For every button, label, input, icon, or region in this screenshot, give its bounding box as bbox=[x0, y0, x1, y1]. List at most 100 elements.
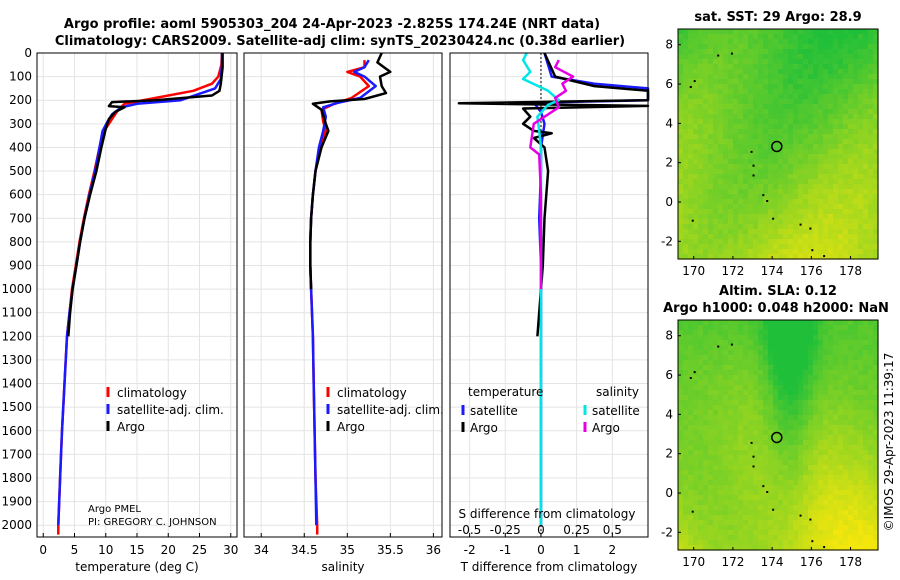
map-cell bbox=[778, 109, 784, 115]
map-cell bbox=[718, 244, 724, 250]
map-cell bbox=[688, 204, 694, 210]
map-cell bbox=[678, 174, 684, 180]
map-cell bbox=[743, 365, 749, 371]
map-cell bbox=[833, 149, 839, 155]
map-cell bbox=[873, 229, 879, 235]
map-cell bbox=[868, 144, 874, 150]
map-cell bbox=[778, 84, 784, 90]
map-cell bbox=[703, 480, 709, 486]
map-cell bbox=[678, 410, 684, 416]
map-cell bbox=[868, 179, 874, 185]
map-cell bbox=[783, 390, 789, 396]
map-cell bbox=[758, 104, 764, 110]
map-cell bbox=[838, 500, 844, 506]
map-cell bbox=[698, 430, 704, 436]
map-cell bbox=[708, 254, 714, 260]
map-cell bbox=[733, 124, 739, 130]
map-cell bbox=[733, 465, 739, 471]
map-cell bbox=[803, 109, 809, 115]
map-cell bbox=[798, 520, 804, 526]
island-speck bbox=[693, 80, 696, 83]
map-cell bbox=[743, 440, 749, 446]
map-cell bbox=[873, 179, 879, 185]
map-cell bbox=[793, 425, 799, 431]
map-cell bbox=[728, 415, 734, 421]
map-cell bbox=[718, 144, 724, 150]
map-cell bbox=[698, 219, 704, 225]
map-cell bbox=[743, 124, 749, 130]
map-cell bbox=[763, 109, 769, 115]
map-cell bbox=[743, 450, 749, 456]
map-cell bbox=[678, 325, 684, 331]
map-cell bbox=[723, 415, 729, 421]
map-cell bbox=[853, 545, 859, 551]
map-cell bbox=[723, 325, 729, 331]
map-cell bbox=[843, 460, 849, 466]
map-cell bbox=[763, 375, 769, 381]
map-cell bbox=[848, 219, 854, 225]
map-cell bbox=[863, 204, 869, 210]
map-cell bbox=[738, 330, 744, 336]
map-cell bbox=[828, 430, 834, 436]
y-tick-label: 0 bbox=[665, 195, 673, 209]
map-cell bbox=[783, 545, 789, 551]
map-cell bbox=[873, 340, 879, 346]
map-cell bbox=[813, 420, 819, 426]
map-cell bbox=[708, 224, 714, 230]
map-cell bbox=[813, 89, 819, 95]
map-cell bbox=[763, 430, 769, 436]
map-cell bbox=[798, 59, 804, 65]
map-cell bbox=[803, 480, 809, 486]
y-tick-label: 0 bbox=[24, 46, 32, 60]
map-cell bbox=[868, 535, 874, 541]
map-cell bbox=[778, 400, 784, 406]
map-cell bbox=[753, 495, 759, 501]
map-cell bbox=[753, 154, 759, 160]
map-cell bbox=[828, 79, 834, 85]
map-cell bbox=[793, 189, 799, 195]
map-cell bbox=[713, 209, 719, 215]
map-cell bbox=[698, 485, 704, 491]
map-cell bbox=[798, 510, 804, 516]
map-cell bbox=[868, 99, 874, 105]
map-cell bbox=[873, 244, 879, 250]
map-cell bbox=[768, 450, 774, 456]
map-cell bbox=[798, 194, 804, 200]
map-cell bbox=[833, 480, 839, 486]
map-cell bbox=[743, 84, 749, 90]
map-cell bbox=[708, 104, 714, 110]
map-cell bbox=[838, 84, 844, 90]
map-cell bbox=[703, 475, 709, 481]
map-cell bbox=[773, 425, 779, 431]
y-tick-label: 1200 bbox=[1, 329, 32, 343]
map-cell bbox=[778, 49, 784, 55]
map-cell bbox=[808, 330, 814, 336]
map-cell bbox=[748, 64, 754, 70]
map-cell bbox=[713, 49, 719, 55]
map-cell bbox=[873, 465, 879, 471]
map-cell bbox=[698, 440, 704, 446]
map-cell bbox=[723, 465, 729, 471]
map-cell bbox=[858, 440, 864, 446]
map-cell bbox=[743, 525, 749, 531]
map-cell bbox=[813, 64, 819, 70]
map-cell bbox=[683, 455, 689, 461]
map-cell bbox=[678, 370, 684, 376]
map-cell bbox=[728, 174, 734, 180]
map-cell bbox=[848, 375, 854, 381]
map-cell bbox=[868, 345, 874, 351]
map-cell bbox=[813, 325, 819, 331]
map-cell bbox=[683, 154, 689, 160]
map-cell bbox=[758, 535, 764, 541]
map-cell bbox=[808, 224, 814, 230]
map-cell bbox=[758, 99, 764, 105]
map-cell bbox=[813, 455, 819, 461]
map-cell bbox=[713, 515, 719, 521]
map-cell bbox=[733, 335, 739, 341]
map-cell bbox=[793, 119, 799, 125]
map-cell bbox=[703, 204, 709, 210]
map-cell bbox=[833, 84, 839, 90]
map-cell bbox=[833, 244, 839, 250]
map-cell bbox=[713, 365, 719, 371]
map-cell bbox=[748, 500, 754, 506]
